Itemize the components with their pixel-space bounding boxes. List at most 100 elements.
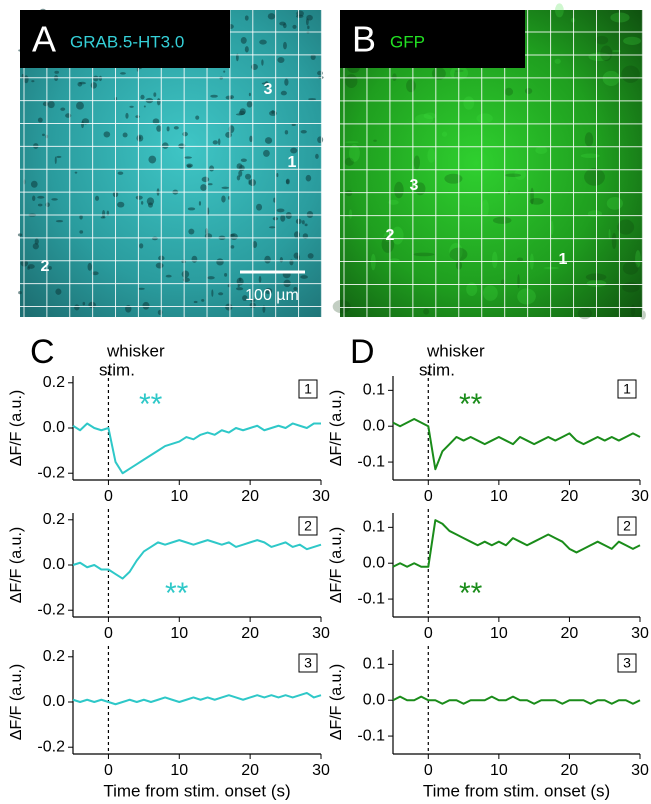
texture — [595, 35, 609, 45]
texture — [246, 100, 253, 108]
texture — [236, 175, 241, 181]
texture — [181, 270, 190, 278]
texture — [92, 75, 99, 82]
texture — [345, 141, 359, 144]
texture — [77, 81, 83, 87]
texture — [138, 287, 145, 290]
texture — [622, 261, 639, 275]
roi-box — [617, 653, 637, 673]
trace — [72, 539, 322, 580]
texture — [65, 113, 72, 118]
x-tick-label: 0 — [424, 625, 433, 642]
texture — [240, 36, 247, 44]
y-axis-label: ΔF/F (a.u.) — [328, 390, 345, 466]
texture — [283, 41, 287, 50]
texture — [165, 274, 172, 278]
roi-box — [617, 516, 637, 536]
y-tick-label: -0.1 — [357, 727, 385, 744]
panel-letter: D — [350, 333, 375, 371]
texture — [259, 39, 267, 45]
texture — [264, 255, 271, 264]
roi-label: 1 — [559, 251, 568, 268]
texture — [612, 49, 621, 53]
x-tick-label: 20 — [561, 762, 579, 779]
x-tick-label: 20 — [561, 488, 579, 505]
texture — [344, 157, 354, 166]
texture — [32, 243, 39, 250]
texture — [279, 257, 283, 263]
texture — [30, 180, 38, 188]
x-tick-label: 10 — [490, 762, 508, 779]
texture — [129, 105, 134, 108]
texture — [517, 274, 520, 289]
roi-label: 1 — [288, 154, 297, 171]
texture — [37, 195, 45, 199]
y-tick-label: -0.2 — [37, 464, 65, 481]
texture — [201, 176, 210, 183]
texture — [529, 197, 544, 205]
texture — [414, 114, 434, 125]
texture — [55, 288, 62, 295]
texture — [276, 208, 285, 213]
texture — [135, 195, 143, 200]
roi-box — [298, 653, 318, 673]
texture — [79, 214, 83, 220]
x-axis-label: Time from stim. onset (s) — [103, 781, 290, 800]
texture — [45, 202, 50, 208]
texture — [584, 132, 594, 147]
texture — [315, 153, 319, 159]
texture — [261, 82, 270, 85]
texture — [157, 309, 163, 316]
texture — [54, 70, 60, 74]
texture — [280, 90, 287, 96]
roi-label: 2 — [41, 258, 50, 275]
texture — [117, 201, 125, 208]
texture — [182, 131, 188, 137]
texture — [238, 170, 243, 177]
texture — [300, 130, 307, 134]
texture — [98, 75, 103, 82]
texture — [249, 135, 253, 143]
roi-label: 3 — [410, 177, 419, 194]
texture — [191, 255, 198, 263]
texture — [310, 54, 316, 60]
texture — [280, 214, 286, 222]
texture — [216, 258, 224, 266]
y-axis-label: ΔF/F (a.u.) — [8, 390, 25, 466]
texture — [34, 238, 39, 245]
texture — [139, 243, 144, 249]
texture — [210, 94, 218, 98]
texture — [617, 219, 635, 235]
x-tick-label: 30 — [631, 625, 649, 642]
x-tick-label: 10 — [170, 488, 188, 505]
texture — [91, 271, 99, 276]
texture — [248, 92, 251, 97]
texture — [207, 276, 215, 280]
texture — [284, 130, 289, 135]
texture — [332, 299, 351, 314]
texture — [291, 123, 296, 126]
panel-letter: C — [30, 333, 55, 371]
texture — [584, 168, 605, 186]
texture — [183, 156, 192, 159]
texture — [122, 132, 128, 138]
y-tick-label: -0.2 — [37, 738, 65, 755]
y-tick-label: 0.0 — [363, 417, 385, 434]
texture — [54, 156, 57, 164]
texture — [293, 252, 300, 259]
texture — [236, 277, 244, 286]
texture — [423, 112, 436, 120]
texture — [87, 262, 93, 271]
texture — [251, 63, 258, 70]
texture — [267, 13, 276, 20]
panel-letter: A — [32, 19, 56, 60]
texture — [413, 155, 420, 170]
texture — [230, 245, 235, 249]
y-axis-label: ΔF/F (a.u.) — [328, 527, 345, 603]
texture — [142, 301, 150, 310]
texture — [74, 304, 80, 311]
texture — [505, 173, 522, 177]
texture — [47, 100, 55, 109]
texture — [151, 236, 158, 241]
texture — [415, 182, 426, 196]
